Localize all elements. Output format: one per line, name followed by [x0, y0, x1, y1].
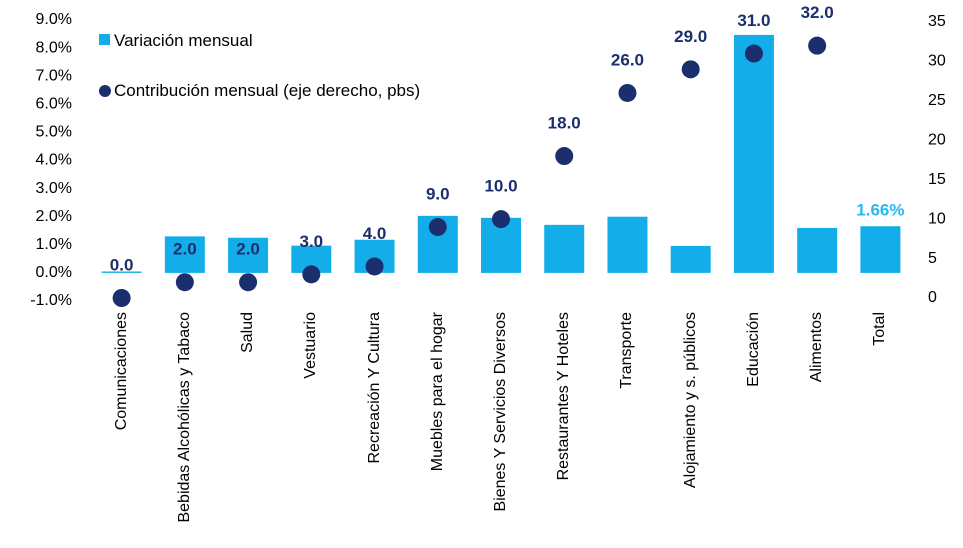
dot-value-label: 29.0: [674, 27, 707, 46]
dot: [302, 265, 321, 284]
y-tick-label: 7.0%: [36, 67, 72, 84]
dot: [492, 210, 510, 229]
dot-value-label: 31.0: [737, 11, 770, 30]
y2-tick-label: 15: [928, 171, 946, 188]
y-tick-label: -1.0%: [30, 292, 72, 309]
dot: [239, 273, 258, 292]
y2-tick-label: 20: [928, 132, 946, 149]
dot: [618, 83, 637, 102]
y-tick-label: 4.0%: [36, 152, 72, 169]
y-tick-label: 8.0%: [36, 39, 72, 56]
x-tick-label: Salud: [239, 312, 257, 353]
dot: [175, 273, 194, 292]
x-tick-label: Educación: [744, 312, 762, 387]
x-tick-label: Total: [871, 312, 889, 346]
legend-label: Contribución mensual (eje derecho, pbs): [114, 81, 421, 100]
bar: [607, 216, 648, 273]
y-tick-label: 3.0%: [36, 180, 72, 197]
y2-tick-label: 35: [928, 13, 946, 30]
y-tick-label: 6.0%: [36, 96, 72, 113]
dot-value-label: 26.0: [611, 50, 644, 69]
bar: [228, 237, 269, 273]
y-tick-label: 1.0%: [36, 236, 72, 253]
bar: [670, 245, 711, 273]
legend-swatch: [99, 85, 111, 97]
bar: [797, 227, 838, 273]
x-tick-label: Alimentos: [808, 312, 826, 383]
bar: [544, 224, 585, 273]
dot-value-label: 4.0: [363, 224, 387, 243]
x-tick-label: Muebles para el hogar: [428, 312, 446, 472]
x-tick-label: Bebidas Alcohólicas y Tabaco: [175, 312, 193, 523]
x-tick-label: Bienes Y Servicios Diversos: [492, 312, 509, 512]
legend-label: Variación mensual: [114, 31, 253, 50]
dot-value-label: 9.0: [426, 185, 450, 204]
y-tick-label: 2.0%: [36, 208, 72, 225]
y2-tick-label: 10: [928, 210, 946, 227]
y2-tick-label: 5: [928, 250, 937, 267]
dot: [744, 44, 763, 63]
y2-tick-label: 30: [928, 53, 946, 70]
y2-tick-label: 0: [928, 289, 937, 306]
y-tick-label: 0.0%: [36, 264, 72, 281]
dot: [428, 218, 447, 237]
y-tick-label: 9.0%: [36, 11, 72, 28]
dot: [112, 289, 131, 307]
dot: [808, 36, 827, 55]
dot-value-label: 2.0: [236, 240, 260, 259]
x-tick-label: Comunicaciones: [112, 312, 130, 431]
x-tick-label: Vestuario: [302, 312, 320, 379]
dot-value-label: 0.0: [110, 255, 134, 274]
x-tick-label: Transporte: [618, 312, 636, 389]
x-tick-label: Recreación Y Cultura: [365, 312, 383, 464]
x-tick-label: Alojamiento y s. públicos: [681, 312, 699, 489]
dot-value-label: 3.0: [299, 232, 323, 251]
y-tick-label: 5.0%: [36, 124, 72, 141]
dot-value-label: 2.0: [173, 240, 197, 259]
dot-value-label: 18.0: [548, 114, 581, 133]
dot-value-label: 10.0: [484, 177, 517, 196]
bar-value-label: 1.66%: [856, 201, 904, 220]
legend-swatch: [99, 34, 110, 45]
dot: [365, 257, 384, 276]
dot: [555, 147, 574, 166]
bar: [164, 236, 205, 273]
y2-tick-label: 25: [928, 92, 946, 109]
bar: [860, 226, 901, 273]
x-tick-label: Restaurantes Y Hoteles: [555, 312, 573, 481]
dot: [681, 60, 700, 79]
bar: [101, 271, 142, 273]
bar: [733, 34, 774, 273]
dot-value-label: 32.0: [801, 3, 834, 22]
